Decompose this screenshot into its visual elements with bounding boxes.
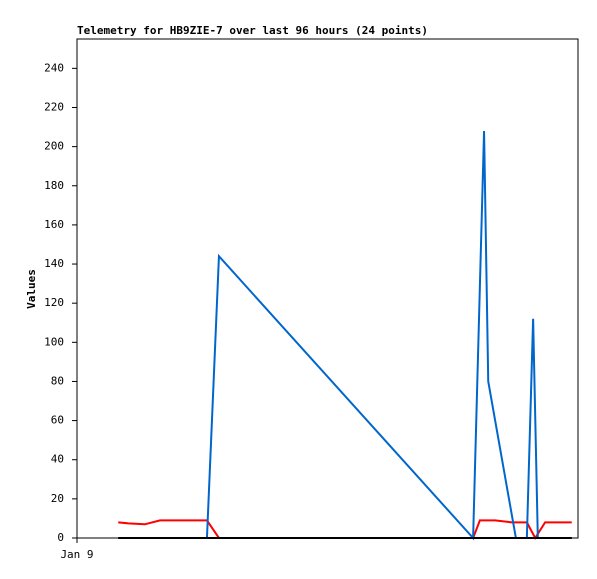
- y-tick-label: 40: [51, 453, 64, 466]
- x-tick-label: Jan 9: [60, 548, 93, 561]
- y-tick-label: 100: [44, 335, 64, 348]
- y-axis-label: Values: [25, 269, 38, 309]
- y-tick-label: 220: [44, 100, 64, 113]
- y-tick-label: 20: [51, 492, 64, 505]
- y-tick-label: 0: [57, 531, 64, 544]
- chart-title: Telemetry for HB9ZIE-7 over last 96 hour…: [77, 24, 428, 37]
- y-tick-label: 180: [44, 179, 64, 192]
- y-tick-label: 140: [44, 257, 64, 270]
- series-line: [118, 130, 572, 541]
- series-line: [118, 519, 572, 540]
- y-tick-label: 80: [51, 374, 64, 387]
- y-tick-label: 240: [44, 61, 64, 74]
- y-tick-label: 60: [51, 414, 64, 427]
- y-tick-label: 120: [44, 296, 64, 309]
- y-tick-label: 160: [44, 218, 64, 231]
- y-tick-label: 200: [44, 140, 64, 153]
